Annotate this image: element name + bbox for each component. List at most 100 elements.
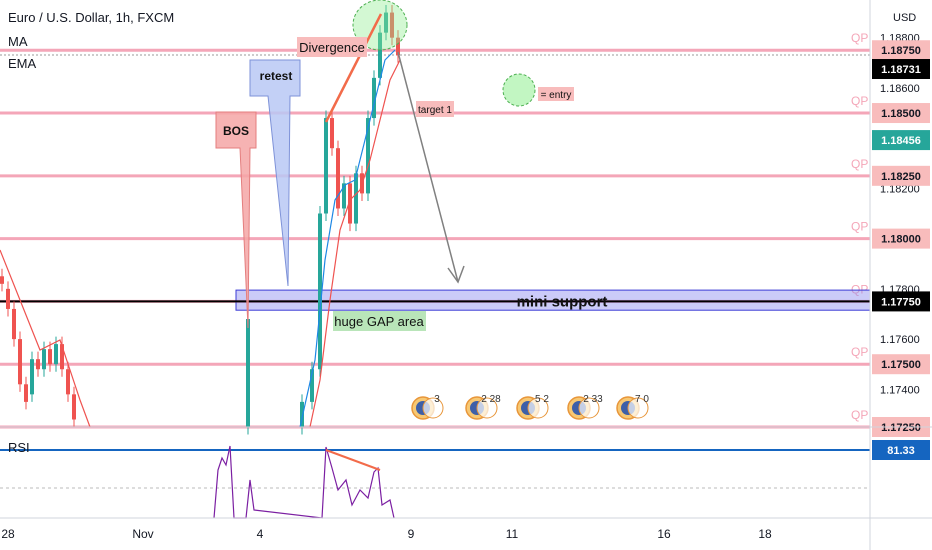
candle-body — [36, 359, 40, 370]
support-zone: mini support — [0, 289, 871, 311]
price-badge-label: 1.17250 — [881, 422, 921, 434]
price-badge-label: 1.18750 — [881, 45, 921, 57]
support-label: mini support — [517, 293, 608, 310]
candle-body — [42, 349, 46, 370]
price-badge — [872, 59, 930, 80]
entry-tag — [538, 87, 574, 101]
qp-label: QP — [851, 31, 868, 45]
y-tick-label: 1.18200 — [880, 183, 920, 195]
rsi-value: 81.33 — [887, 445, 915, 457]
moving-averages — [0, 49, 401, 428]
price-badge-label: 1.18731 — [881, 64, 921, 76]
target-label: target 1 — [418, 105, 452, 116]
candle-body — [18, 339, 22, 385]
candle-body — [324, 118, 328, 214]
candle-body — [24, 384, 28, 402]
target-arrow — [397, 51, 459, 283]
gap-tag — [333, 311, 426, 331]
candle-body — [300, 401, 304, 427]
price-badge — [872, 291, 930, 312]
price-badge — [872, 228, 930, 249]
candle-body — [310, 369, 314, 402]
candle-body — [6, 288, 10, 309]
price-badge — [872, 130, 930, 151]
rsi-badge — [872, 440, 930, 460]
qp-level-lines: QP QP QP QP QP QP QP — [0, 31, 870, 429]
candle-body — [384, 12, 388, 33]
x-tick-label: 11 — [506, 527, 519, 541]
price-badge — [872, 165, 930, 186]
candle-body — [12, 308, 16, 340]
qp-label: QP — [851, 282, 868, 296]
time-axis: 28 Nov 4 9 11 16 18 — [1, 527, 772, 541]
y-tick-label: 1.17400 — [880, 384, 920, 396]
price-badge — [872, 103, 930, 124]
ema-line — [299, 49, 396, 428]
target-tag — [416, 101, 454, 117]
gap-label: huge GAP area — [334, 314, 424, 329]
candles — [0, 5, 400, 435]
x-tick-label: 28 — [1, 527, 15, 541]
price-badge-label: 1.18456 — [881, 135, 921, 147]
candle-body — [336, 148, 340, 209]
divergence-label: Divergence — [299, 40, 365, 55]
candle-body — [54, 344, 58, 365]
qp-label: QP — [851, 94, 868, 108]
candle-body — [342, 183, 346, 209]
price-badge — [872, 354, 930, 375]
candle-body — [60, 344, 64, 370]
symbol-title: Euro / U.S. Dollar, 1h, FXCM — [8, 10, 175, 25]
event-count: 3 — [434, 394, 440, 405]
x-tick-label: 18 — [758, 527, 772, 541]
price-badges: 1.188001.186001.182001.178001.176001.174… — [872, 33, 930, 437]
candle-body — [0, 276, 4, 284]
candle-body — [366, 118, 370, 194]
candle-body — [48, 349, 52, 365]
qp-label: QP — [851, 345, 868, 359]
qp-label: QP — [851, 408, 868, 422]
divergence-line — [324, 13, 383, 123]
divergence-tag — [297, 37, 367, 57]
event-badges: 3 2 28 5 2 2 33 7 0 — [411, 394, 649, 420]
currency-label[interactable]: USD — [893, 12, 917, 24]
price-badge-label: 1.18500 — [881, 108, 921, 120]
legend-ema[interactable]: EMA — [8, 56, 37, 71]
rsi-pane: 81.33 — [0, 440, 930, 519]
candle-body — [390, 12, 394, 38]
x-tick-label: 16 — [657, 527, 671, 541]
event-count: 2 33 — [583, 394, 603, 405]
price-badge-label: 1.17500 — [881, 359, 921, 371]
candle-body — [372, 77, 376, 119]
entry-circle — [502, 73, 536, 107]
candle-body — [378, 32, 382, 78]
candle-body — [348, 183, 352, 224]
event-count: 5 2 — [535, 394, 549, 405]
ma-line-left — [0, 249, 91, 428]
legend-ma[interactable]: MA — [8, 34, 28, 49]
ma-line — [309, 59, 401, 428]
event-icon-overlay — [527, 397, 549, 419]
retest-callout — [249, 59, 301, 287]
event-icon-overlay — [476, 397, 498, 419]
retest-label: retest — [260, 69, 293, 83]
event-icon-overlay — [422, 397, 444, 419]
event-icon-overlay — [578, 397, 600, 419]
x-tick-label: Nov — [132, 527, 153, 541]
event-count: 7 0 — [635, 394, 649, 405]
candle-body — [396, 37, 400, 56]
legend-rsi[interactable]: RSI — [8, 440, 30, 455]
x-tick-label: 9 — [408, 527, 415, 541]
entry-label: = entry — [541, 90, 572, 101]
candle-body — [318, 213, 322, 370]
bos-callout — [215, 111, 257, 329]
price-badge-label: 1.18250 — [881, 171, 921, 183]
x-tick-label: 4 — [257, 527, 264, 541]
event-count: 2 28 — [481, 394, 501, 405]
event-icon-overlay — [627, 397, 649, 419]
candle-body — [330, 118, 334, 149]
candle-body — [246, 318, 250, 427]
drawings: Divergence retest BOS target 1 = entry huge G… — [215, 0, 574, 331]
rsi-divergence-line — [325, 449, 381, 471]
y-tick-label: 1.17600 — [880, 334, 920, 346]
